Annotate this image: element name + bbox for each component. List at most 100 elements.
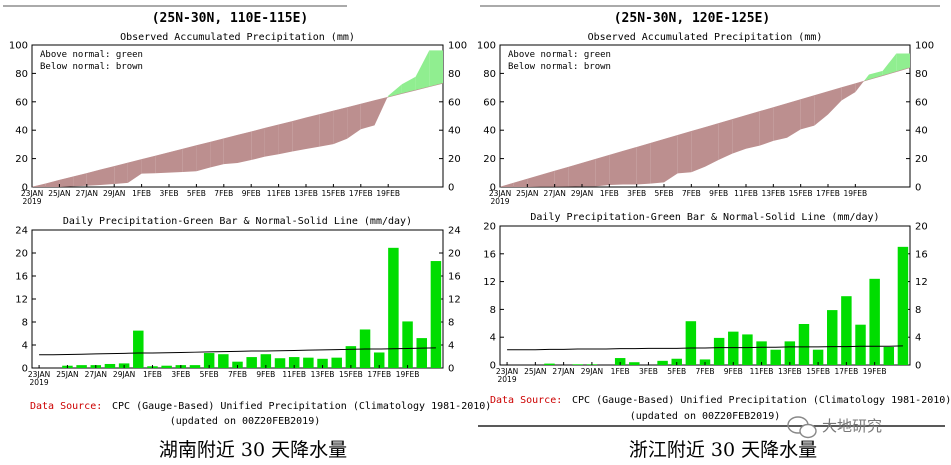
below-normal-area [759,107,774,146]
below-normal-area [306,114,320,149]
daily-bar [246,357,257,368]
below-normal-area [374,97,388,126]
y-tick-label-right: 20 [448,249,461,260]
daily-bar [685,321,697,365]
below-normal-area [347,104,361,139]
x-tick-label: 27JAN [85,370,107,379]
plot-frame [499,44,911,188]
y-tick-label-right: 16 [448,272,461,283]
x-tick-label: 9FEB [242,189,261,198]
below-normal-area [541,171,555,187]
below-normal-area [800,95,815,130]
x-tick-label: 7FEB [696,367,715,376]
y-tick-label-right: 20 [915,222,928,233]
accumulated-chart-zhejiang: Observed Accumulated Precipitation (mm) 0… [477,32,934,206]
x-tick-label: 29JAN [571,189,593,198]
below-normal-area [73,173,87,187]
below-normal-area [59,176,74,187]
watermark: 大地研究 [787,416,882,439]
daily-bar [416,338,427,368]
above-normal-area [429,50,443,87]
below-normal-area [223,135,238,165]
updated-note: (updated on 00Z20FEB2019) [170,416,321,427]
below-normal-area [513,179,528,187]
y-tick-label-left: 60 [15,97,28,108]
above-normal-area [869,70,883,80]
above-normal-area [863,74,869,82]
x-tick-label: 15FEB [806,367,830,376]
x-tick-label: 15FEB [789,189,813,198]
x-tick-label: 9FEB [724,367,743,376]
daily-bar [260,354,272,368]
y-tick-label-left: 4 [490,333,496,344]
y-tick-label-left: 8 [22,318,28,329]
chart-title: Daily Precipitation-Green Bar & Normal-S… [530,212,879,223]
daily-bar [274,358,286,368]
daily-bar [133,330,144,368]
y-tick-label-left: 16 [483,249,496,260]
daily-bar [812,349,824,365]
daily-bar [883,346,895,365]
x-year-label: 2019 [498,375,517,384]
y-tick-label-left: 80 [15,69,28,80]
daily-bar [841,296,852,365]
x-tick-label: 11FEB [267,189,291,198]
y-tick-label-left: 60 [483,97,496,108]
y-tick-label-right: 4 [915,333,921,344]
plot-frame [31,229,444,369]
below-normal-area [664,135,678,183]
daily-bar [855,324,866,365]
plot-frame [31,44,444,188]
chart-title: Daily Precipitation-Green Bar & Normal-S… [63,216,412,227]
x-tick-label: 17FEB [349,189,373,198]
x-year-label: 2019 [22,197,41,206]
x-tick-label: 23JAN [21,189,43,198]
y-tick-label-right: 20 [915,154,928,165]
daily-bar [189,365,201,368]
x-tick-label: 1FEB [600,189,619,198]
daily-bar [203,353,215,368]
daily-bar [317,358,328,368]
legend-above: Above normal: green [508,50,611,60]
y-tick-label-right: 60 [915,97,928,108]
below-normal-area [360,100,375,130]
y-tick-label-left: 0 [490,361,496,372]
below-normal-area [568,163,582,187]
daily-bar [869,278,880,365]
x-tick-label: 3FEB [627,189,646,198]
daily-bar [345,346,357,368]
updated-note: (updated on 00Z20FEB2019) [630,411,781,422]
daily-bar [232,361,243,368]
y-tick-label-left: 100 [477,41,496,52]
panel-zhejiang: (25N-30N, 120E-125E) Observed Accumulate… [477,11,951,461]
below-normal-area [127,159,142,183]
x-tick-label: 23JAN [489,189,511,198]
x-tick-label: 1FEB [611,367,630,376]
x-tick-label: 23JAN [496,367,518,376]
below-normal-area [732,115,746,154]
y-tick-label-right: 12 [915,277,928,288]
x-tick-label: 25JAN [48,189,70,198]
below-normal-area [169,149,183,173]
below-normal-area [705,123,719,167]
below-normal-area [333,107,348,145]
below-normal-area [582,159,596,187]
x-tick-label: 1FEB [143,370,162,379]
x-tick-label: 5FEB [187,189,206,198]
x-tick-label: 19FEB [863,367,887,376]
below-normal-area [636,143,651,185]
region-title: (25N-30N, 110E-115E) [152,11,309,26]
y-tick-label-right: 4 [448,341,454,352]
daily-bar [657,360,668,365]
x-tick-label: 13FEB [778,367,802,376]
panel-hunan: (25N-30N, 110E-115E) Observed Accumulate… [9,11,491,461]
x-tick-label: 3FEB [171,370,190,379]
y-tick-label-right: 12 [448,295,461,306]
normal-line [499,67,911,188]
daily-bar [544,363,555,365]
x-tick-label: 19FEB [396,370,420,379]
x-tick-label: 15FEB [339,370,363,379]
normal-line [39,347,436,356]
above-normal-area [388,84,402,98]
